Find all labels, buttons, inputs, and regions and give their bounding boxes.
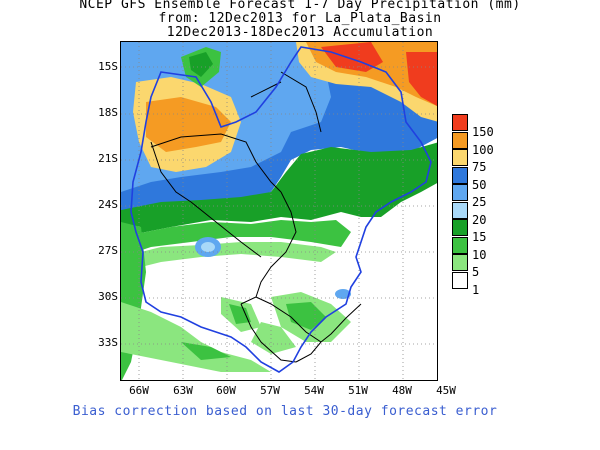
legend-swatch xyxy=(452,236,468,254)
x-tick-label: 54W xyxy=(304,384,324,397)
legend-swatch xyxy=(452,166,468,184)
precipitation-map xyxy=(120,41,438,381)
basin-outline xyxy=(130,46,432,373)
legend-label: 10 xyxy=(472,247,487,262)
legend-label: 15 xyxy=(472,230,487,244)
legend-swatch xyxy=(452,131,468,149)
legend-label: 25 xyxy=(472,195,487,209)
legend-label: 75 xyxy=(472,160,487,174)
y-tick-label: 24S xyxy=(98,198,118,211)
y-tick-label: 33S xyxy=(98,336,118,349)
x-tick-label: 45W xyxy=(436,384,456,397)
legend-label: 20 xyxy=(472,212,487,227)
title-line-2: from: 12Dec2013 for La_Plata_Basin xyxy=(158,11,442,26)
legend-label: 150 xyxy=(472,125,494,139)
legend-swatch xyxy=(452,184,468,201)
legend-label: 1 xyxy=(472,282,480,297)
precip-10-region xyxy=(121,220,351,257)
y-tick-label: 18S xyxy=(98,106,118,119)
y-tick-label: 21S xyxy=(98,152,118,165)
x-tick-label: 57W xyxy=(260,384,280,397)
x-tick-label: 48W xyxy=(392,384,412,397)
legend-label: 50 xyxy=(472,177,487,192)
legend-swatch xyxy=(452,219,468,236)
precip-5-region xyxy=(121,242,336,272)
legend-swatch xyxy=(452,114,468,131)
x-tick-label: 66W xyxy=(129,384,149,397)
legend-swatch xyxy=(452,271,468,289)
x-tick-label: 51W xyxy=(348,384,368,397)
y-tick-label: 15S xyxy=(98,60,118,73)
legend-label: 100 xyxy=(472,142,494,157)
y-tick-label: 30S xyxy=(98,290,118,303)
y-tick-label: 27S xyxy=(98,244,118,257)
bias-note: Bias correction based on last 30-day for… xyxy=(72,404,498,419)
x-tick-label: 63W xyxy=(173,384,193,397)
legend-swatch xyxy=(452,149,468,166)
legend-label: 5 xyxy=(472,265,480,279)
legend-swatch xyxy=(452,254,468,271)
legend-swatch xyxy=(452,201,468,219)
title-line-3: 12Dec2013-18Dec2013 Accumulation xyxy=(166,25,434,40)
x-tick-label: 60W xyxy=(216,384,236,397)
precip-100-region xyxy=(146,97,231,152)
map-canvas xyxy=(121,42,437,380)
title-line-1: NCEP GFS Ensemble Forecast 1-7 Day Preci… xyxy=(79,0,521,12)
